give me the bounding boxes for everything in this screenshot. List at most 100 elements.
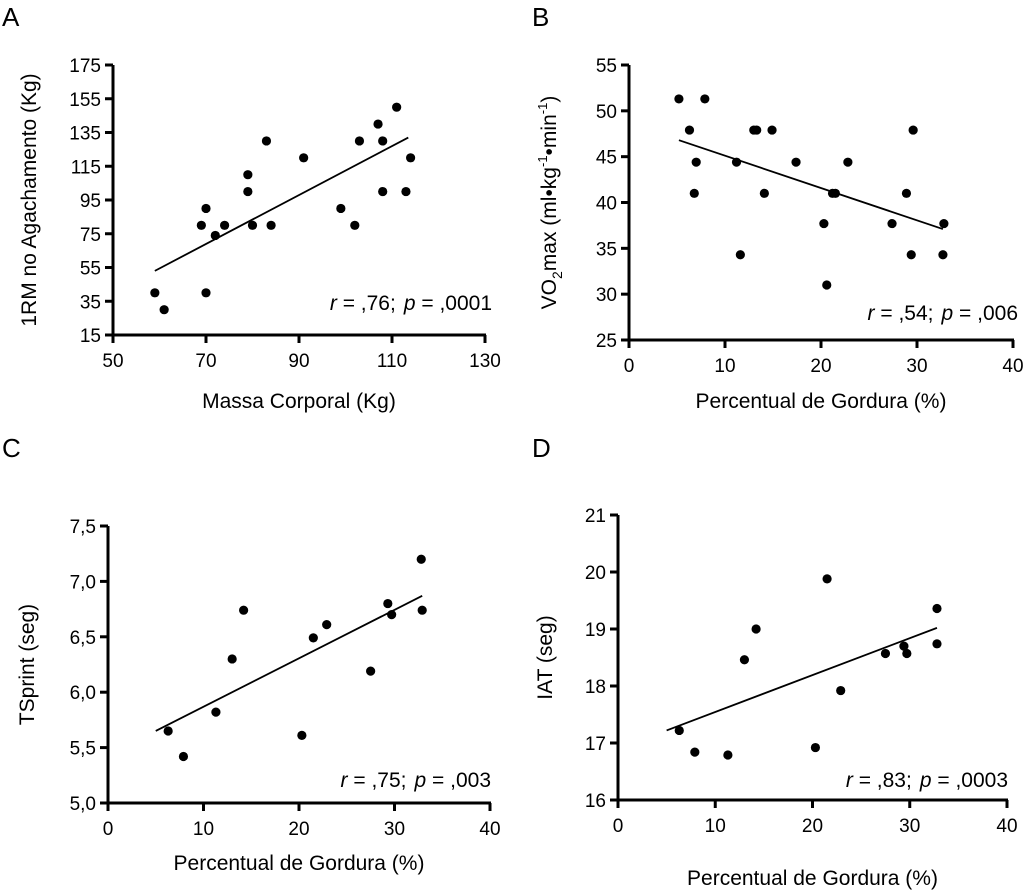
correlation-annotation: r = ,83; p = ,0003 xyxy=(846,769,1008,792)
data-point xyxy=(243,170,253,180)
data-point xyxy=(906,250,916,260)
y-tick-label: 5,5 xyxy=(70,739,96,760)
data-point xyxy=(201,203,211,214)
r-value: = ,76; xyxy=(337,292,396,315)
panel-a: A 50 70 90 110 130 15 35 55 75 95 115 135 155 175 Massa… xyxy=(2,2,501,413)
panel-letter: B xyxy=(532,2,549,32)
y-tick-label: 6,5 xyxy=(70,628,96,649)
data-point xyxy=(822,574,832,584)
data-point xyxy=(417,605,427,615)
y-tick-label: 40 xyxy=(596,194,617,215)
y-tick-label: 115 xyxy=(71,157,101,178)
x-tick-label: 0 xyxy=(624,356,635,377)
y-tick-label: 18 xyxy=(585,677,606,698)
data-point xyxy=(297,730,307,741)
data-point xyxy=(908,125,918,135)
y-tick-label: 6,0 xyxy=(70,683,96,704)
data-point xyxy=(159,305,169,315)
data-point xyxy=(308,633,318,643)
y-tick-label: 7,5 xyxy=(70,517,96,538)
x-axis-title: Percentual de Gordura (%) xyxy=(696,390,947,413)
data-point xyxy=(810,742,821,753)
y-axis-title-part: VO xyxy=(538,279,561,309)
y-tick-label: 135 xyxy=(69,124,101,145)
data-point xyxy=(791,157,801,167)
x-tick-label: 30 xyxy=(906,356,927,377)
data-point xyxy=(401,186,411,197)
x-tick-label: 50 xyxy=(102,351,123,372)
y-tick-label: 21 xyxy=(585,506,606,527)
data-point xyxy=(392,102,402,112)
data-point xyxy=(211,707,221,717)
x-tick-label: 0 xyxy=(103,819,114,840)
x-tick-label: 30 xyxy=(899,816,920,837)
data-point xyxy=(416,554,426,564)
x-tick-label: 40 xyxy=(1002,356,1023,377)
panel-letter: A xyxy=(2,2,20,32)
y-tick-label: 7,0 xyxy=(70,572,96,593)
r-value: = ,75; xyxy=(348,769,407,792)
p-value: = ,0001 xyxy=(416,292,492,315)
y-tick-label: 16 xyxy=(585,791,606,812)
data-point xyxy=(350,220,360,230)
correlation-annotation: r = ,75; p = ,003 xyxy=(341,769,491,792)
data-point xyxy=(366,666,376,676)
data-point xyxy=(932,603,942,614)
panel-letter: D xyxy=(532,433,551,463)
data-point xyxy=(739,655,750,665)
regression-line xyxy=(155,595,423,732)
x-tick-label: 20 xyxy=(802,816,823,837)
x-tick-label: 40 xyxy=(479,819,500,840)
data-point xyxy=(939,218,949,229)
y-tick-label: 30 xyxy=(596,285,617,306)
panel-c: C 0 10 20 30 40 5,0 5,5 6,0 6,5 7,0 7,5 Percentual d… xyxy=(2,433,501,875)
data-point xyxy=(690,747,700,757)
data-point xyxy=(830,188,841,198)
data-point xyxy=(735,250,745,260)
y-tick-label: 75 xyxy=(80,225,101,246)
data-point xyxy=(261,136,272,146)
y-axis-title-part: 2 xyxy=(549,271,565,279)
data-point xyxy=(938,250,948,260)
data-point xyxy=(759,188,769,198)
correlation-annotation: r = ,54; p = ,006 xyxy=(868,302,1018,325)
data-point xyxy=(387,610,397,620)
p-symbol: p xyxy=(403,292,416,315)
y-tick-label: 95 xyxy=(80,191,101,212)
data-point xyxy=(700,94,710,104)
x-tick-label: 0 xyxy=(613,816,624,837)
y-tick-label: 5,0 xyxy=(70,794,96,815)
correlation-annotation: r = ,76; p = ,0001 xyxy=(330,292,492,315)
data-point xyxy=(227,654,237,664)
data-point xyxy=(902,648,912,659)
data-point xyxy=(752,125,762,135)
data-point xyxy=(819,218,829,229)
data-point xyxy=(767,125,777,135)
panel-letter: C xyxy=(2,433,21,463)
data-point xyxy=(378,186,388,197)
data-point xyxy=(887,218,897,229)
x-tick-label: 10 xyxy=(714,356,735,377)
data-point xyxy=(691,157,701,167)
data-point xyxy=(674,94,684,104)
data-point xyxy=(901,188,912,198)
x-tick-label: 20 xyxy=(288,819,309,840)
data-point xyxy=(239,605,249,615)
data-point xyxy=(163,726,173,736)
data-point xyxy=(383,598,393,609)
x-tick-label: 10 xyxy=(705,816,726,837)
y-tick-label: 25 xyxy=(596,331,617,352)
p-symbol: p xyxy=(941,302,954,325)
y-tick-label: 15 xyxy=(80,326,101,347)
r-value: = ,54; xyxy=(875,302,934,325)
data-point xyxy=(373,119,383,129)
data-point xyxy=(299,153,309,163)
data-point xyxy=(196,220,206,230)
r-symbol: r xyxy=(846,769,854,792)
y-axis-title-part: -1 xyxy=(535,103,550,115)
data-point xyxy=(723,750,733,760)
r-symbol: r xyxy=(330,292,338,315)
y-tick-label: 55 xyxy=(80,259,101,280)
y-axis-title-part: max (ml•kg xyxy=(538,167,561,271)
